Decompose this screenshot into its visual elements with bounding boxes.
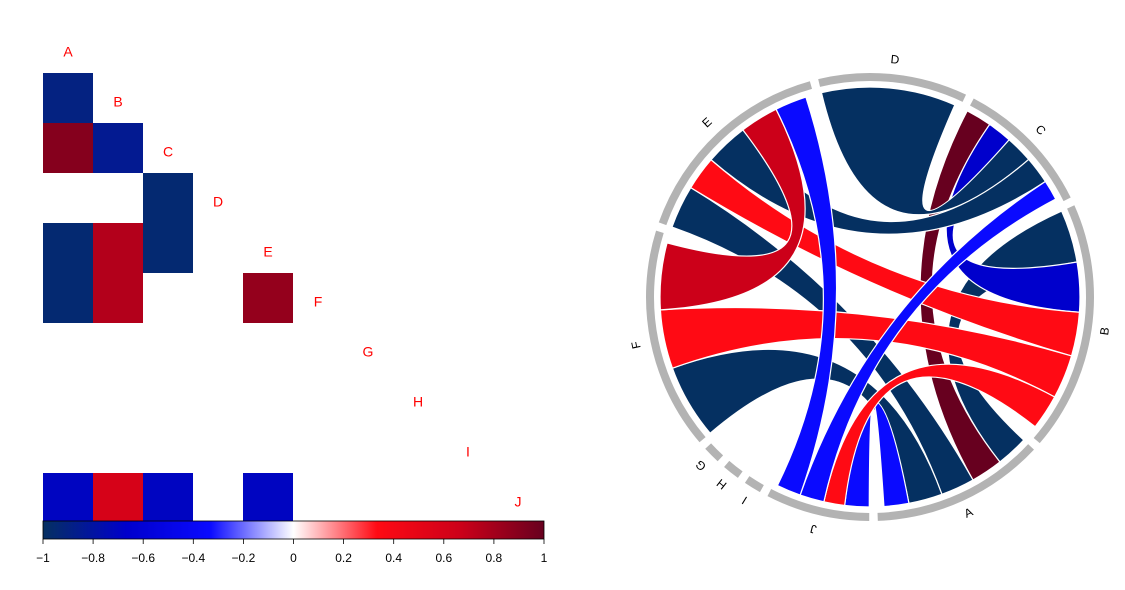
- heatmap-cells: [43, 73, 293, 523]
- chord-sectors: [646, 73, 1094, 521]
- sector-track-b: [1033, 205, 1094, 444]
- sector-track-a: [877, 444, 1035, 521]
- chord-link-d-c: [820, 86, 1030, 216]
- chord-link-f-b: [659, 306, 1073, 398]
- diag-label-d: D: [213, 194, 223, 210]
- colorbar-ticks: −1 −0.8 −0.6 −0.4 −0.2 0 0.2 0.4 0.6 0.8 1: [36, 539, 548, 565]
- chord-link-j-e: [775, 96, 838, 496]
- chord-link-j-c: [799, 180, 1057, 503]
- chord-diagram: A B C D E F GHI J: [628, 52, 1112, 536]
- diag-label-b: B: [113, 94, 122, 110]
- heatmap-cell-j-c: [143, 473, 193, 523]
- diag-label-i: I: [466, 444, 470, 460]
- sector-track-c: [970, 98, 1071, 202]
- heatmap-cell-f-e: [243, 273, 293, 323]
- heatmap-cell-b-a: [43, 73, 93, 123]
- colorbar-tick-label: 0.2: [335, 551, 352, 565]
- colorbar-tick-label: 0: [290, 551, 297, 565]
- diag-label-c: C: [163, 144, 173, 160]
- sector-track-g: [705, 443, 724, 462]
- diag-label-h: H: [413, 394, 423, 410]
- heatmap-cell-c-b: [93, 123, 143, 173]
- diag-label-j: J: [515, 494, 522, 510]
- heatmap-cell-d-c: [143, 173, 193, 223]
- sector-label-a: A: [962, 505, 975, 521]
- chord-link-j-b: [823, 363, 1056, 507]
- colorbar-tick-label: −0.8: [81, 551, 105, 565]
- sector-label-d: D: [890, 52, 900, 67]
- colorbar-tick-label: −0.6: [131, 551, 155, 565]
- sector-label-c: C: [1033, 122, 1049, 138]
- sector-label-e: E: [699, 115, 714, 131]
- heatmap-cell-e-c: [143, 223, 193, 273]
- sector-track-f: [646, 230, 706, 443]
- sector-label-b: B: [1097, 326, 1112, 336]
- chord-links: [659, 86, 1081, 508]
- colorbar-tick-label: −0.4: [181, 551, 205, 565]
- sector-label-g: G: [693, 457, 710, 474]
- diag-label-g: G: [363, 344, 374, 360]
- sector-label-j: J: [809, 522, 818, 537]
- colorbar-gradient: [42, 520, 545, 540]
- diag-label-e: E: [263, 244, 272, 260]
- correlation-heatmap: A B C D E F G H I J: [43, 44, 522, 523]
- heatmap-cell-e-b: [93, 223, 143, 273]
- colorbar: −1 −0.8 −0.6 −0.4 −0.2 0 0.2 0.4 0.6 0.8 1: [36, 520, 548, 565]
- heatmap-cell-e-a: [43, 223, 93, 273]
- heatmap-cell-f-b: [93, 273, 143, 323]
- colorbar-tick-label: −0.2: [232, 551, 256, 565]
- heatmap-cell-c-a: [43, 123, 93, 173]
- chord-link-e-a: [671, 186, 974, 496]
- heatmap-cell-j-a: [43, 473, 93, 523]
- sector-track-j: [767, 489, 870, 521]
- heatmap-cell-j-e: [243, 473, 293, 523]
- colorbar-tick-label: 0.8: [486, 551, 503, 565]
- sector-label-h: H: [714, 476, 729, 492]
- sector-track-h: [724, 460, 743, 478]
- diag-label-f: F: [314, 294, 323, 310]
- colorbar-tick-label: 0.6: [435, 551, 452, 565]
- chord-link-e-b: [689, 158, 1081, 357]
- chord-link-f-e: [659, 108, 806, 311]
- sector-label-f: F: [628, 340, 643, 350]
- diag-label-a: A: [63, 44, 73, 60]
- heatmap-cell-j-b: [93, 473, 143, 523]
- colorbar-tick-label: −1: [36, 551, 50, 565]
- sector-label-i: I: [739, 493, 749, 507]
- heatmap-cell-f-a: [43, 273, 93, 323]
- colorbar-tick-label: 1: [541, 551, 548, 565]
- sector-track-i: [744, 476, 764, 493]
- colorbar-tick-label: 0.4: [385, 551, 402, 565]
- heatmap-diagonal-labels: A B C D E F G H I J: [63, 44, 521, 510]
- sector-track-d: [818, 73, 967, 102]
